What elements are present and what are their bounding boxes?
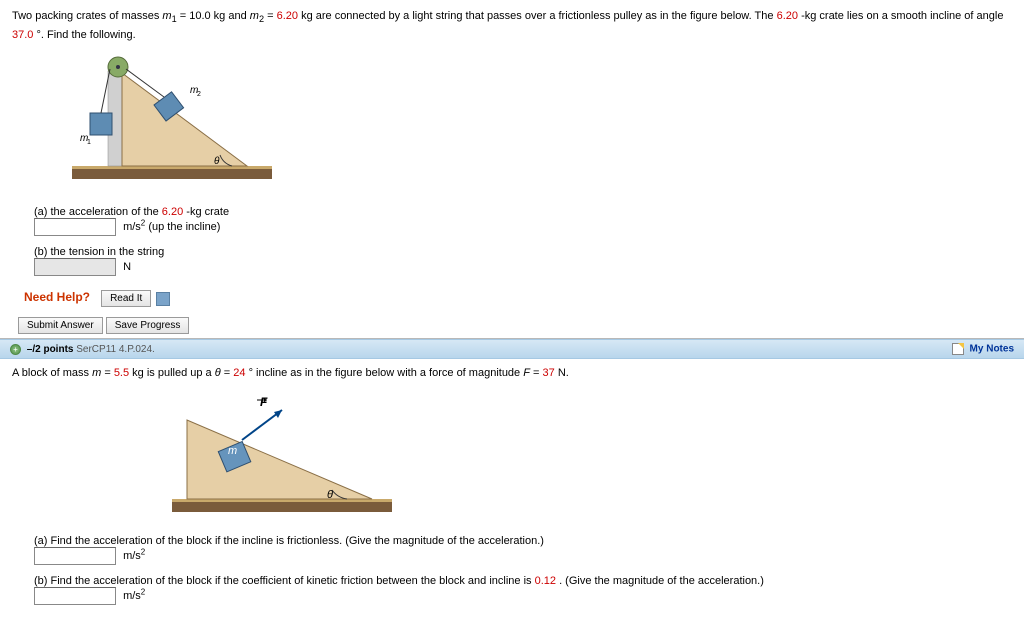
q1-figure: θm1m2 — [72, 51, 1012, 194]
q2-f-sym: F — [523, 367, 530, 379]
q1-end: °. Find the following. — [36, 29, 135, 41]
help-extra-icon[interactable] — [156, 292, 170, 306]
q2-b-input[interactable] — [34, 587, 116, 605]
need-help-label: Need Help? — [24, 290, 90, 304]
q1-b-input[interactable] — [34, 258, 116, 276]
q1-a-input[interactable] — [34, 218, 116, 236]
q1-a-label2: -kg crate — [186, 206, 229, 218]
q2-a-unit-base: m/s — [123, 550, 141, 562]
q2-f-unit: N. — [558, 367, 569, 379]
q1-text: Two packing crates of masses — [12, 10, 162, 22]
q1-eq2u: kg are connected by a light string that … — [301, 10, 777, 22]
q2-part-b: (b) Find the acceleration of the block i… — [34, 575, 1012, 605]
q2-pre: A block of mass — [12, 367, 92, 379]
q1-a-unit: m/s2 — [123, 221, 148, 233]
q2-m-val: 5.5 — [114, 367, 129, 379]
my-notes-label: My Notes — [970, 344, 1014, 355]
q2-b-unit-base: m/s — [123, 590, 141, 602]
read-it-button[interactable]: Read It — [101, 290, 151, 307]
q2-a-input[interactable] — [34, 547, 116, 565]
question-header-bar: + –/2 points SerCP11 4.P.024. My Notes — [0, 339, 1024, 359]
q1-a-mass: 6.20 — [162, 206, 183, 218]
my-notes-area[interactable]: My Notes — [952, 343, 1014, 355]
q2-mid: ° incline as in the figure below with a … — [249, 367, 524, 379]
q1-m2-val: 6.20 — [277, 10, 298, 22]
q2-m-sym: m — [92, 367, 101, 379]
q2-f-eq: = — [533, 367, 542, 379]
q1-a-unit-sup: 2 — [141, 219, 145, 228]
svg-text:1: 1 — [87, 139, 91, 146]
q1-part-a: (a) the acceleration of the 6.20 -kg cra… — [34, 206, 1012, 236]
help-row: Need Help? Read It — [24, 290, 1012, 307]
q1-m2-sym: m — [250, 10, 259, 22]
submit-answer-button[interactable]: Submit Answer — [18, 317, 103, 334]
q1-a-unit-base: m/s — [123, 221, 141, 233]
q1-m1-sym: m — [162, 10, 171, 22]
svg-text:θ: θ — [214, 156, 220, 167]
q1-a-note: (up the incline) — [148, 221, 220, 233]
q2-theta-sym: θ — [215, 367, 221, 379]
q1-m1-sub: 1 — [172, 14, 177, 24]
q1-mid: -kg crate lies on a smooth incline of an… — [801, 10, 1003, 22]
q2-figure: mFθ — [172, 390, 1012, 523]
q2-a-unit-sup: 2 — [141, 547, 145, 556]
q2-theta-eq: = — [224, 367, 233, 379]
svg-text:2: 2 — [197, 91, 201, 98]
question-ref: SerCP11 4.P.024. — [76, 344, 155, 355]
q2-statement: A block of mass m = 5.5 kg is pulled up … — [12, 365, 1012, 382]
q2-f-val: 37 — [543, 367, 555, 379]
q1-b-label: (b) the tension in the string — [34, 246, 164, 258]
q1-angle: 37.0 — [12, 29, 33, 41]
q1-m2-val2: 6.20 — [777, 10, 798, 22]
svg-text:θ: θ — [327, 489, 333, 501]
q1-a-label: (a) the acceleration of the — [34, 206, 162, 218]
save-progress-button[interactable]: Save Progress — [106, 317, 190, 334]
svg-text:m: m — [228, 445, 237, 457]
q2-b-unit-sup: 2 — [141, 587, 145, 596]
q2-b-label-post: . (Give the magnitude of the acceleratio… — [559, 575, 764, 587]
q1-m2-sub: 2 — [259, 14, 264, 24]
points-label: –/2 points — [27, 344, 74, 355]
q1-part-b: (b) the tension in the string N — [34, 246, 1012, 276]
q2-m-eq: = — [104, 367, 113, 379]
q2-b-unit: m/s2 — [123, 590, 145, 602]
q2-m-unit: kg is pulled up a — [132, 367, 215, 379]
q2-a-unit: m/s2 — [123, 550, 145, 562]
submit-row: Submit Answer Save Progress — [18, 317, 1012, 334]
q1-statement: Two packing crates of masses m1 = 10.0 k… — [12, 8, 1012, 43]
q2-b-mu: 0.12 — [535, 575, 556, 587]
q2-b-label-pre: (b) Find the acceleration of the block i… — [34, 575, 535, 587]
expand-icon[interactable]: + — [10, 344, 21, 355]
q1-eq1: = 10.0 kg and — [180, 10, 250, 22]
q2-theta-val: 24 — [233, 367, 245, 379]
q1-b-unit: N — [123, 261, 131, 273]
notes-icon — [952, 343, 964, 355]
q2-a-label: (a) Find the acceleration of the block i… — [34, 535, 544, 547]
q2-part-a: (a) Find the acceleration of the block i… — [34, 535, 1012, 565]
points-area: + –/2 points SerCP11 4.P.024. — [10, 344, 155, 355]
q1-eq2: = — [267, 10, 276, 22]
